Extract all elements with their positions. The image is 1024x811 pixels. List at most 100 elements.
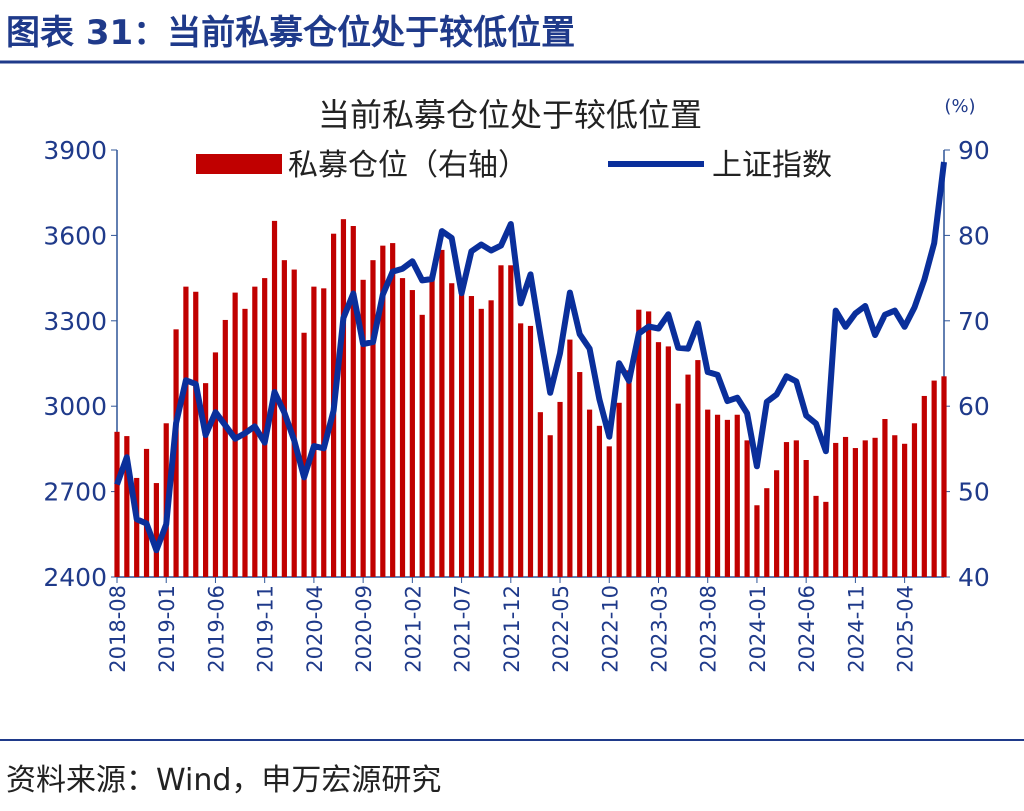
bar (705, 409, 711, 577)
bar (577, 372, 583, 577)
bar (143, 448, 150, 577)
bar (124, 436, 130, 577)
bar (340, 219, 347, 577)
bar (734, 414, 740, 577)
y2-tick-label: 60 (958, 392, 990, 421)
x-tick-label: 2020-04 (303, 585, 327, 673)
bar (685, 374, 691, 577)
legend-label: 上证指数 (712, 148, 832, 183)
bar (458, 284, 465, 577)
bar (724, 419, 731, 577)
bar (606, 446, 612, 577)
bar (468, 296, 475, 577)
bar (399, 278, 406, 577)
bar (902, 443, 908, 577)
bar (114, 431, 120, 577)
bar (813, 495, 819, 577)
bar (911, 423, 918, 577)
bar (449, 283, 455, 577)
y2-tick-label: 90 (958, 136, 990, 165)
legend-label: 私募仓位（右轴） (288, 148, 528, 183)
y-tick-label: 3900 (43, 136, 107, 165)
bar (567, 339, 573, 577)
bar (222, 319, 228, 577)
bar (872, 437, 878, 577)
y2-tick-label: 70 (958, 307, 990, 336)
bar (478, 308, 484, 577)
bar (193, 291, 199, 577)
bar (557, 401, 563, 577)
bar (695, 360, 701, 577)
y-tick-label: 3000 (43, 392, 107, 421)
bar (803, 460, 809, 577)
bar (527, 325, 534, 577)
bar (498, 265, 504, 577)
bar (291, 269, 297, 577)
bar (744, 440, 750, 577)
x-tick-label: 2018-08 (106, 585, 130, 673)
bar (301, 332, 307, 577)
bar (774, 470, 780, 577)
bar (409, 290, 415, 577)
bar (714, 414, 721, 577)
y2-unit: (%) (944, 96, 975, 117)
bar (596, 425, 603, 577)
bar (616, 402, 622, 577)
line (114, 161, 947, 554)
x-tick-label: 2024-11 (844, 585, 868, 673)
bar (183, 286, 189, 577)
bar (892, 435, 898, 577)
bar (646, 311, 652, 577)
y2-tick-label: 80 (958, 221, 990, 250)
bar (508, 265, 514, 577)
bar (675, 403, 681, 577)
x-tick-label: 2019-01 (155, 585, 179, 673)
bar (203, 383, 209, 577)
x-tick-label: 2023-03 (647, 585, 671, 673)
x-tick-label: 2022-10 (598, 585, 622, 673)
y-tick-label: 3600 (43, 221, 107, 250)
bar (380, 245, 386, 577)
bar (931, 380, 937, 577)
bar (586, 409, 593, 577)
bar (655, 342, 662, 577)
bar (134, 477, 140, 577)
bar (862, 440, 868, 577)
bar (518, 323, 524, 577)
x-tick-label: 2021-12 (500, 585, 524, 673)
bar (754, 505, 760, 577)
bar (833, 442, 839, 577)
bar (852, 448, 858, 577)
bar (941, 376, 947, 577)
chart-title: 当前私募仓位处于较低位置 (318, 96, 702, 134)
y2-tick-label: 50 (958, 478, 990, 507)
x-tick-label: 2022-05 (549, 585, 573, 673)
bar (636, 309, 642, 577)
bar (626, 370, 632, 577)
bar (488, 300, 494, 577)
x-tick-label: 2019-11 (254, 585, 278, 673)
bar (764, 488, 770, 577)
bar (665, 346, 671, 577)
bar (153, 483, 159, 577)
bar (311, 286, 317, 577)
bar (321, 288, 327, 577)
page-title: 图表 31：当前私募仓位处于较低位置 (6, 13, 575, 53)
x-tick-label: 2019-06 (204, 585, 228, 673)
bar (842, 436, 849, 577)
bar (419, 314, 425, 577)
y-tick-label: 3300 (43, 307, 107, 336)
bar (537, 412, 543, 577)
x-tick-label: 2023-08 (697, 585, 721, 673)
x-tick-label: 2021-07 (451, 585, 475, 673)
bar (823, 501, 829, 577)
bar (360, 279, 366, 577)
bar (429, 274, 435, 577)
legend-swatch (196, 154, 282, 174)
bar (212, 352, 219, 577)
bar (350, 226, 356, 578)
bar (439, 249, 445, 577)
bar (882, 419, 888, 577)
bar (547, 435, 553, 577)
